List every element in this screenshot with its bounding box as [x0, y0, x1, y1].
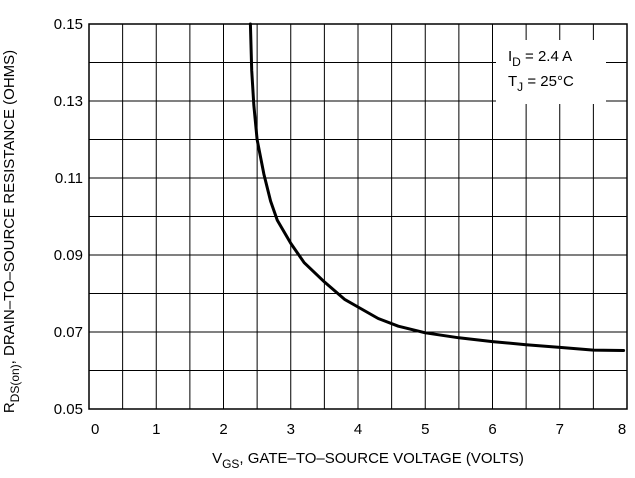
annotation-current-rest: = 2.4 A — [521, 48, 572, 65]
x-tick-label: 8 — [618, 421, 626, 438]
x-axis-title-main: V — [212, 450, 222, 467]
annotation-current-sub: D — [512, 55, 521, 69]
annotation-box — [496, 40, 606, 104]
x-tick-label: 5 — [421, 421, 429, 438]
x-axis-title-sub: GS — [222, 457, 239, 471]
y-tick-label: 0.07 — [54, 324, 83, 341]
plot-frame — [88, 23, 628, 410]
y-tick-label: 0.13 — [54, 93, 83, 110]
y-axis-title-rest: , DRAIN–TO–SOURCE RESISTANCE (OHMS) — [1, 50, 18, 365]
x-tick-label: 1 — [152, 421, 160, 438]
annotation-temperature: TJ = 25°C — [508, 73, 574, 94]
x-tick-label: 7 — [556, 421, 564, 438]
annotation-current-main: I — [508, 48, 512, 65]
y-tick-label: 0.11 — [55, 170, 83, 187]
x-tick-label: 3 — [287, 421, 295, 438]
y-tick-label: 0.09 — [54, 247, 83, 264]
annotation-temperature-rest: = 25°C — [523, 73, 574, 90]
y-axis-title: RDS(on), DRAIN–TO–SOURCE RESISTANCE (OHM… — [1, 50, 22, 413]
annotation-current: ID = 2.4 A — [508, 48, 572, 69]
y-tick-label: 0.15 — [54, 16, 83, 33]
x-tick-label: 6 — [488, 421, 496, 438]
x-axis-title-rest: , GATE–TO–SOURCE VOLTAGE (VOLTS) — [239, 450, 524, 467]
annotation-temperature-sub: J — [517, 80, 523, 94]
x-tick-label: 2 — [219, 421, 227, 438]
x-axis-title: VGS, GATE–TO–SOURCE VOLTAGE (VOLTS) — [212, 450, 524, 471]
x-tick-label: 4 — [354, 421, 362, 438]
annotation-temperature-main: T — [508, 73, 517, 90]
x-tick-labels: 0 1 2 3 4 5 6 7 8 — [91, 421, 626, 438]
rds-on-curve — [248, 22, 626, 352]
series-layer — [248, 22, 626, 352]
y-tick-label: 0.05 — [54, 401, 83, 418]
x-tick-label: 0 — [91, 421, 99, 438]
y-tick-labels: 0.05 0.07 0.09 0.11 0.13 0.15 — [54, 16, 83, 418]
y-axis-title-sub: DS(on) — [8, 364, 22, 402]
y-axis-title-main: R — [1, 402, 18, 413]
